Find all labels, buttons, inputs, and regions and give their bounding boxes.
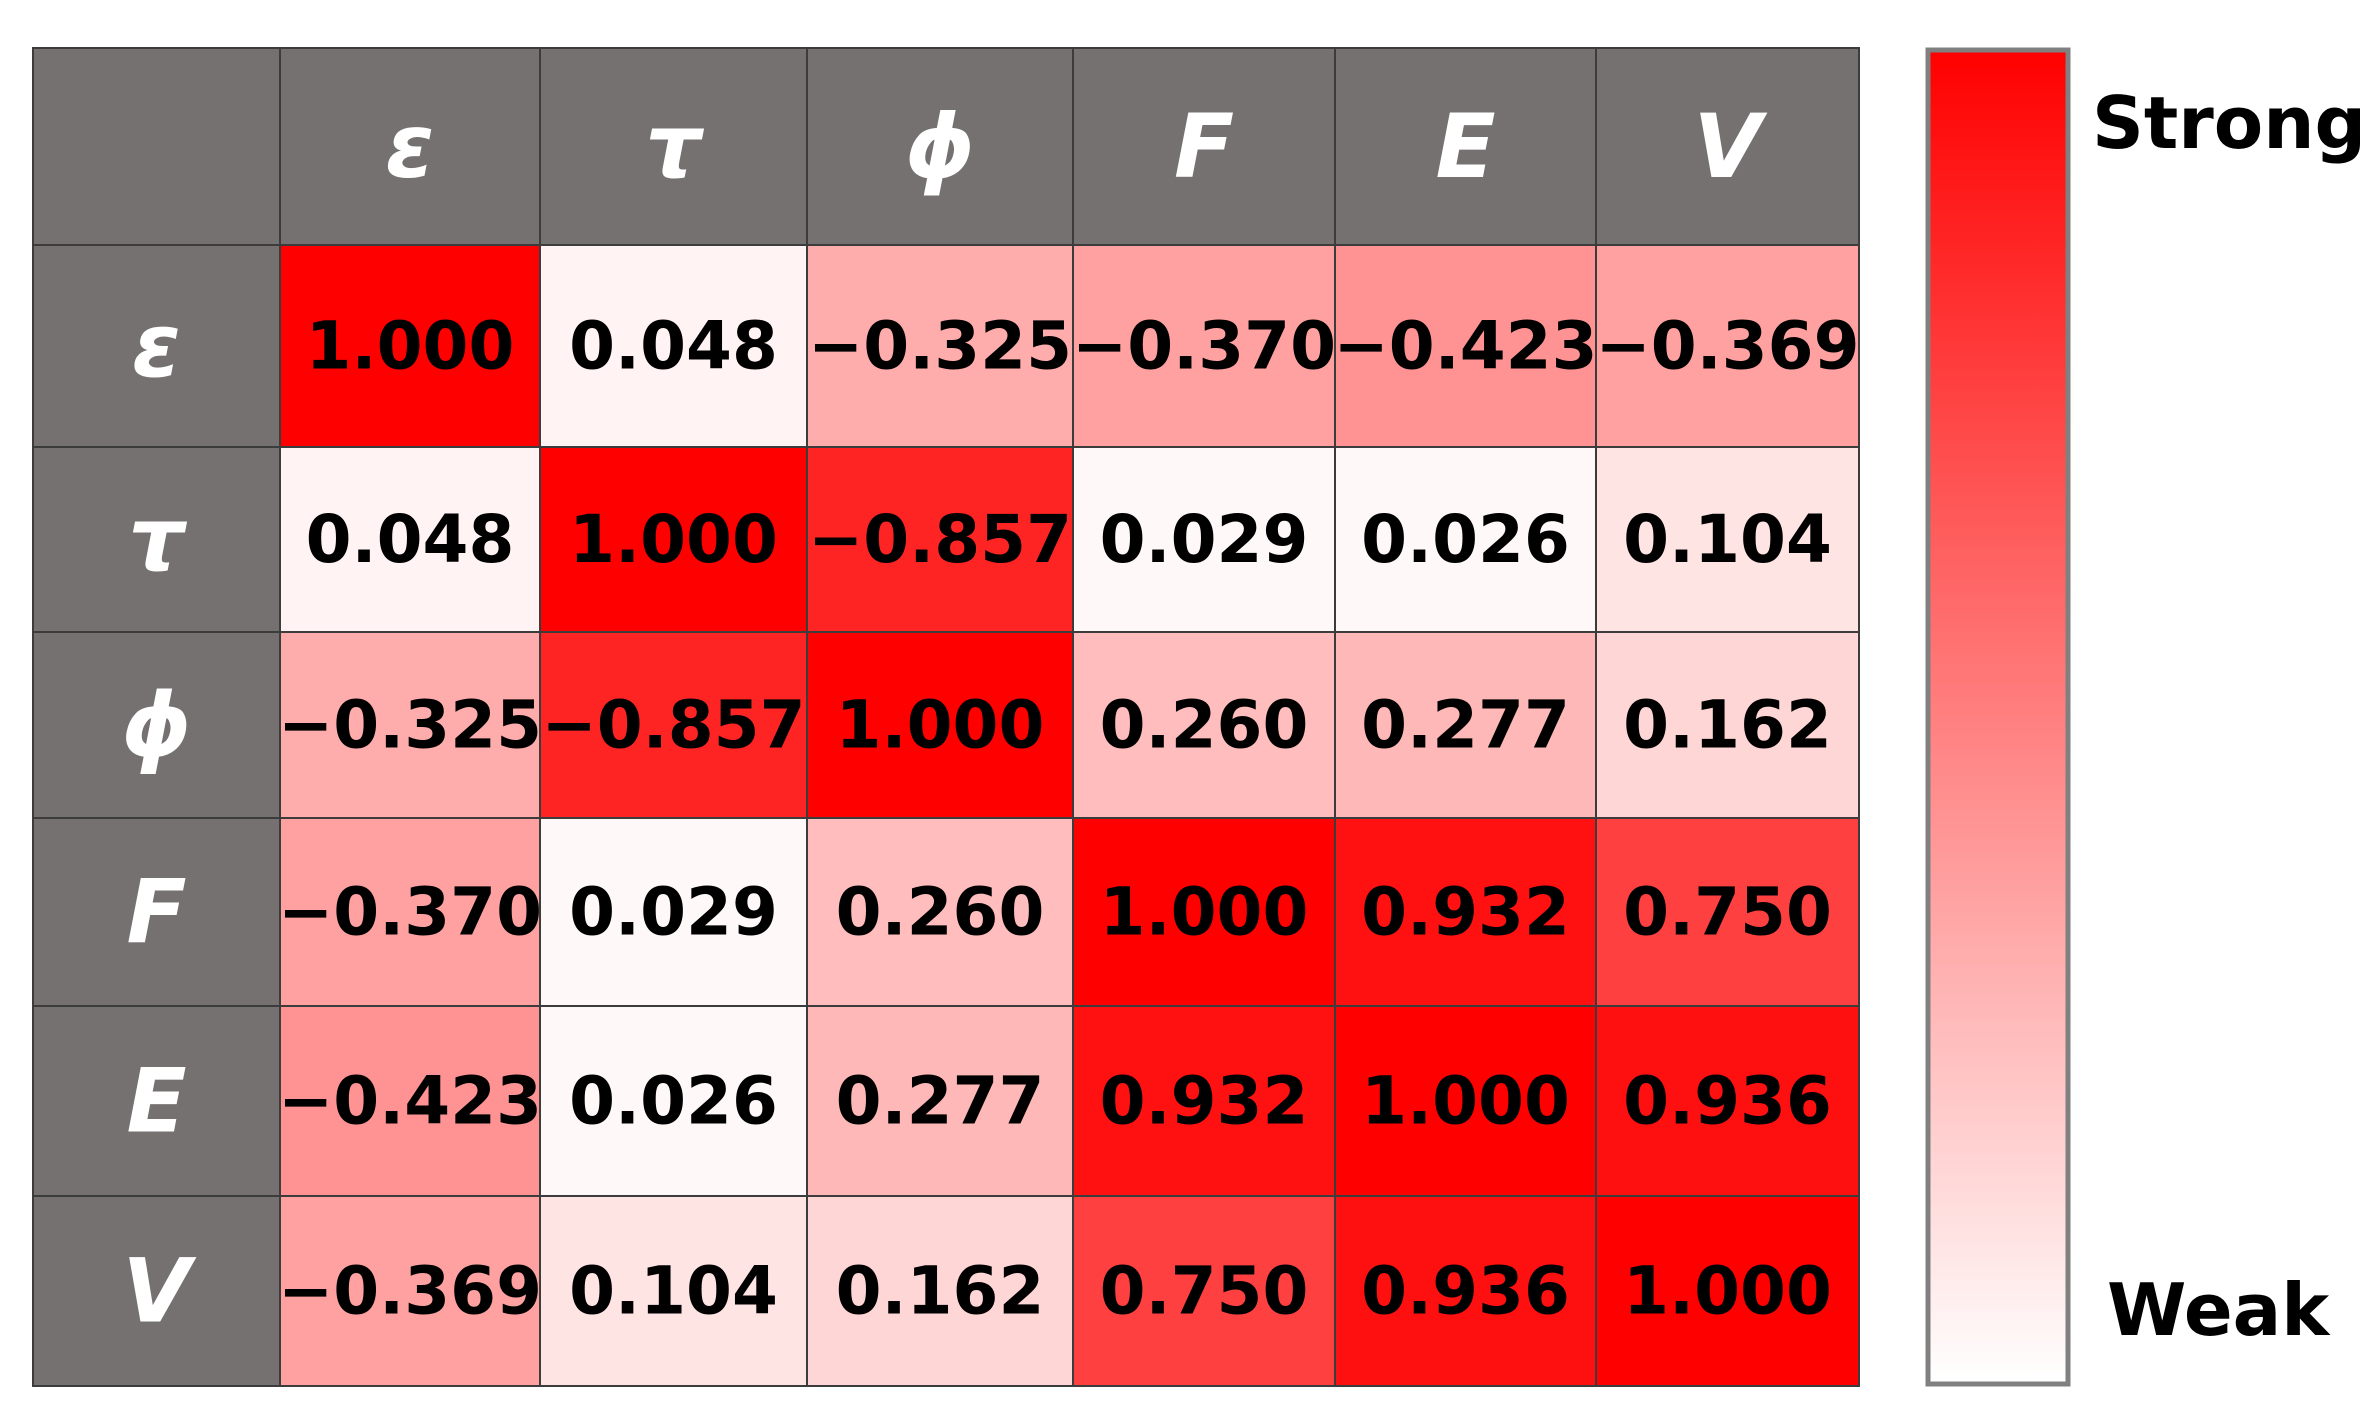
row-header-label: E <box>126 1050 186 1153</box>
heatmap-cell-value: 0.029 <box>569 874 778 951</box>
heatmap-cell <box>806 1005 1074 1197</box>
heatmap-cell <box>1334 631 1597 819</box>
heatmap-cell <box>1072 446 1336 633</box>
heatmap-cell-value: −0.857 <box>808 501 1072 578</box>
heatmap-cell <box>279 244 541 448</box>
color-legend: Strong Weak <box>1925 47 2366 1387</box>
heatmap-cell-value: 0.750 <box>1623 874 1832 951</box>
heatmap-cell <box>539 817 808 1007</box>
heatmap-cell-value: 0.104 <box>1623 501 1832 578</box>
row-header-label: ε <box>132 295 181 398</box>
heatmap-cell-value: 0.750 <box>1100 1253 1309 1330</box>
heatmap-cell-value: −0.369 <box>1595 308 1859 385</box>
heatmap-cell-value: 0.026 <box>569 1063 778 1140</box>
heatmap-cell <box>1595 1005 1860 1197</box>
row-header-label: V <box>122 1240 196 1343</box>
heatmap-cell <box>539 244 808 448</box>
heatmap-cell-value: 0.026 <box>1361 501 1570 578</box>
heatmap-cell-value: 1.000 <box>1361 1063 1570 1140</box>
heatmap-cell-value: 1.000 <box>306 308 515 385</box>
heatmap-cell <box>806 1195 1074 1387</box>
col-header-label: ϕ <box>905 95 975 198</box>
heatmap-cell-value: 0.260 <box>1100 687 1309 764</box>
heatmap-cell-value: −0.370 <box>1072 308 1336 385</box>
heatmap-cell-value: −0.423 <box>278 1063 542 1140</box>
heatmap-cell <box>1334 1005 1597 1197</box>
col-header-label: V <box>1693 95 1767 198</box>
heatmap-cell-value: −0.857 <box>541 687 805 764</box>
legend-weak-label: Weak <box>2107 1268 2331 1352</box>
row-header-label: τ <box>128 488 187 591</box>
row-header-label: F <box>126 861 186 964</box>
heatmap-cell-value: −0.370 <box>278 874 542 951</box>
heatmap-cell <box>1595 446 1860 633</box>
heatmap-cell-value: 0.277 <box>1361 687 1570 764</box>
heatmap-cell <box>1595 1195 1860 1387</box>
heatmap-cell-value: 0.936 <box>1623 1063 1832 1140</box>
heatmap-cell <box>1595 244 1860 448</box>
col-header-cell <box>279 47 541 246</box>
heatmap-cell-value: 0.162 <box>1623 687 1832 764</box>
heatmap-cell <box>539 631 808 819</box>
col-header-label: E <box>1435 95 1495 198</box>
heatmap-cell-value: 1.000 <box>1623 1253 1832 1330</box>
heatmap-cell <box>1072 1195 1336 1387</box>
row-header-label: ϕ <box>121 674 191 777</box>
heatmap-cell <box>1334 446 1597 633</box>
heatmap-cell-value: −0.325 <box>278 687 542 764</box>
heatmap-cell-value: 0.104 <box>569 1253 778 1330</box>
row-header-cell <box>32 446 281 633</box>
row-header-cell <box>32 244 281 448</box>
heatmap-cell-value: 0.260 <box>836 874 1045 951</box>
heatmap-cell <box>539 446 808 633</box>
heatmap-cell-value: −0.369 <box>278 1253 542 1330</box>
heatmap-cell <box>279 817 541 1007</box>
heatmap-cell <box>279 1005 541 1197</box>
corner-cell <box>32 47 281 246</box>
heatmap-cell <box>279 446 541 633</box>
heatmap-cell-value: 0.932 <box>1361 874 1570 951</box>
col-header-cell <box>539 47 808 246</box>
col-header-cell <box>1595 47 1860 246</box>
legend-gradient-bar <box>1925 47 2071 1387</box>
row-header-cell <box>32 631 281 819</box>
col-header-label: F <box>1174 95 1234 198</box>
heatmap-cell-value: 0.277 <box>836 1063 1045 1140</box>
heatmap-cell <box>1595 817 1860 1007</box>
heatmap-cell-value: 1.000 <box>1100 874 1309 951</box>
heatmap-cell <box>806 817 1074 1007</box>
heatmap-cell <box>1334 244 1597 448</box>
heatmap-cell-value: −0.423 <box>1333 308 1597 385</box>
heatmap-cell-value: 0.048 <box>569 308 778 385</box>
heatmap-cell-value: 1.000 <box>836 687 1045 764</box>
heatmap-cell <box>1595 631 1860 819</box>
col-header-label: ε <box>386 95 435 198</box>
heatmap-cell-value: 0.048 <box>306 501 515 578</box>
heatmap-cell-value: 0.932 <box>1100 1063 1309 1140</box>
heatmap-cell-value: 0.029 <box>1100 501 1309 578</box>
heatmap-cell <box>539 1195 808 1387</box>
heatmap-cell <box>806 446 1074 633</box>
row-header-cell <box>32 1195 281 1387</box>
heatmap-cell <box>806 244 1074 448</box>
heatmap-cell-value: 1.000 <box>569 501 778 578</box>
heatmap-cell <box>1334 817 1597 1007</box>
heatmap-cell-value: 0.162 <box>836 1253 1045 1330</box>
col-header-label: τ <box>645 95 704 198</box>
heatmap-cell <box>806 631 1074 819</box>
heatmap-cell-value: 0.936 <box>1361 1253 1570 1330</box>
row-header-cell <box>32 1005 281 1197</box>
heatmap-cell-value: −0.325 <box>808 308 1072 385</box>
heatmap-cell <box>1334 1195 1597 1387</box>
legend-strong-label: Strong <box>2092 81 2366 165</box>
col-header-cell <box>806 47 1074 246</box>
